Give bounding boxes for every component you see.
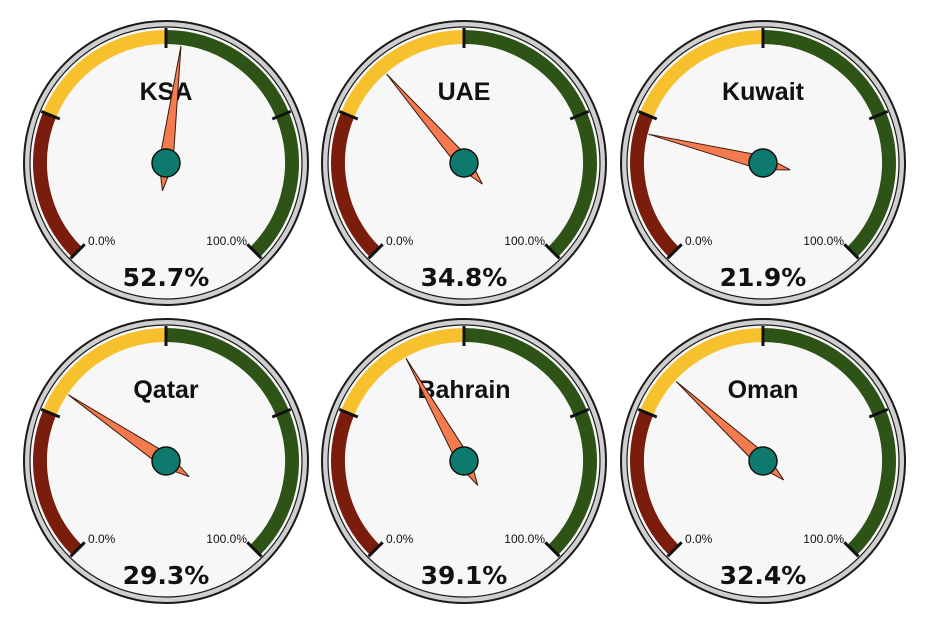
gauge-tick (246, 243, 263, 260)
gauge-value-label: 39.1% (421, 561, 508, 590)
gauge-value-label: 32.4% (720, 561, 807, 590)
gauge-min-label: 0.0% (88, 234, 116, 248)
gauge-max-label: 100.0% (206, 532, 247, 546)
gauge-tick (637, 109, 658, 121)
gauge-title: Qatar (133, 376, 199, 404)
gauge-hub (748, 148, 778, 178)
gauge-max-label: 100.0% (803, 234, 844, 248)
gauge-hub (151, 148, 181, 178)
gauge-tick (69, 243, 86, 260)
gauge-value-label: 21.9% (720, 263, 807, 292)
gauge-band-0 (630, 410, 679, 556)
gauge-hub (449, 148, 479, 178)
gauge-band-1 (341, 328, 465, 416)
gauge-band-1 (341, 30, 465, 118)
gauge-tick (69, 541, 86, 558)
gauge-min-label: 0.0% (386, 234, 414, 248)
gauge-max-label: 100.0% (504, 234, 545, 248)
gauge-tick (367, 243, 384, 260)
gauge-tick (338, 109, 359, 121)
gauge-tick (569, 109, 590, 121)
gauge-band-1 (640, 30, 764, 118)
gauge-uae: 0.0% 100.0% UAE 34.8% (321, 20, 607, 306)
gauge-kuwait: 0.0% 100.0% Kuwait 21.9% (620, 20, 906, 306)
gauge-tick (843, 243, 860, 260)
gauge-tick (271, 109, 292, 121)
gauge-tick (666, 541, 683, 558)
gauge-tick (544, 243, 561, 260)
gauge-band-0 (630, 112, 679, 258)
gauge-hub (449, 446, 479, 476)
gauge-value-label: 29.3% (123, 561, 210, 590)
gauge-value-label: 52.7% (123, 263, 210, 292)
gauge-tick (544, 541, 561, 558)
gauge-title: Kuwait (722, 78, 805, 106)
gauge-band-0 (331, 112, 380, 258)
gauge-band-1 (43, 328, 167, 416)
gauge-band-0 (33, 410, 82, 556)
gauge-tick (868, 407, 889, 419)
gauge-hub (151, 446, 181, 476)
gauge-tick (40, 109, 61, 121)
gauge-title: Oman (728, 376, 799, 404)
gauge-min-label: 0.0% (88, 532, 116, 546)
gauge-tick (843, 541, 860, 558)
gauge-min-label: 0.0% (386, 532, 414, 546)
gauge-max-label: 100.0% (803, 532, 844, 546)
gauge-band-0 (33, 112, 82, 258)
gauge-title: KSA (140, 78, 193, 106)
gauge-hub (748, 446, 778, 476)
gauge-ksa: 0.0% 100.0% KSA 52.7% (23, 20, 309, 306)
gauge-band-1 (43, 30, 167, 118)
gauge-tick (246, 541, 263, 558)
gauge-tick (40, 407, 61, 419)
gauge-value-label: 34.8% (421, 263, 508, 292)
gauge-qatar: 0.0% 100.0% Qatar 29.3% (23, 318, 309, 604)
gauge-tick (338, 407, 359, 419)
gauge-min-label: 0.0% (685, 234, 713, 248)
gauge-max-label: 100.0% (504, 532, 545, 546)
gauge-max-label: 100.0% (206, 234, 247, 248)
gauge-tick (569, 407, 590, 419)
gauge-min-label: 0.0% (685, 532, 713, 546)
gauge-band-0 (331, 410, 380, 556)
gauge-tick (868, 109, 889, 121)
gauge-band-1 (640, 328, 764, 416)
gauge-title: UAE (438, 78, 491, 106)
gauge-oman: 0.0% 100.0% Oman 32.4% (620, 318, 906, 604)
gauge-tick (367, 541, 384, 558)
gauge-tick (666, 243, 683, 260)
gauge-tick (637, 407, 658, 419)
gauge-tick (271, 407, 292, 419)
